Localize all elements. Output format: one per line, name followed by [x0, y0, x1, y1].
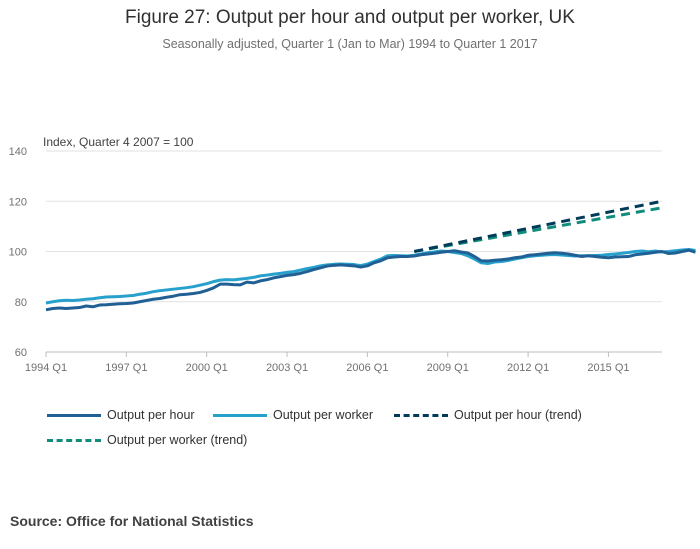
legend-item-output-per-worker[interactable]: Output per worker: [213, 408, 373, 422]
series-lines: [45, 199, 696, 312]
x-tick-label: 1997 Q1: [105, 362, 147, 374]
chart-subtitle: Seasonally adjusted, Quarter 1 (Jan to M…: [162, 37, 538, 51]
x-tick-label: 2009 Q1: [427, 362, 469, 374]
legend-item-output-per-worker-trend[interactable]: Output per worker (trend): [47, 433, 247, 447]
y-axis: 60 80 100 120 140: [9, 146, 27, 359]
x-tick-label: 2000 Q1: [186, 362, 228, 374]
y-tick-label: 100: [9, 247, 27, 259]
legend-swatch-solid-light: [213, 413, 267, 417]
legend-label: Output per worker (trend): [107, 433, 248, 447]
gridlines: [46, 150, 662, 353]
x-tick-label: 1994 Q1: [25, 362, 67, 374]
source-note: Source: Office for National Statistics: [10, 513, 254, 529]
legend-swatch-solid-dark: [47, 413, 101, 417]
y-tick-label: 120: [9, 196, 27, 208]
series-output-per-hour-trend: [413, 199, 663, 253]
y-tick-label: 140: [9, 146, 27, 158]
x-tick-label: 2006 Q1: [346, 362, 388, 374]
x-axis: 1994 Q1 1997 Q1 2000 Q1 2003 Q1 2006 Q1 2009 …: [25, 352, 630, 374]
legend-swatch-dashed-navy: [394, 413, 448, 417]
legend-item-output-per-hour[interactable]: Output per hour: [47, 408, 195, 422]
x-tick-label: 2012 Q1: [507, 362, 549, 374]
legend-label: Output per hour (trend): [454, 408, 582, 422]
legend-label: Output per hour: [107, 408, 195, 422]
x-tick-label: 2003 Q1: [266, 362, 308, 374]
legend-swatch-dashed-teal: [47, 438, 101, 442]
y-axis-label: Index, Quarter 4 2007 = 100: [43, 135, 194, 149]
legend-item-output-per-hour-trend[interactable]: Output per hour (trend): [394, 408, 582, 422]
series-output-per-hour: [45, 248, 696, 312]
legend-label: Output per worker: [273, 408, 374, 422]
y-tick-label: 60: [15, 347, 27, 359]
chart-title: Figure 27: Output per hour and output pe…: [125, 7, 575, 28]
x-tick-label: 2015 Q1: [587, 362, 629, 374]
series-output-per-worker-trend: [413, 206, 663, 253]
y-tick-label: 80: [15, 297, 27, 309]
